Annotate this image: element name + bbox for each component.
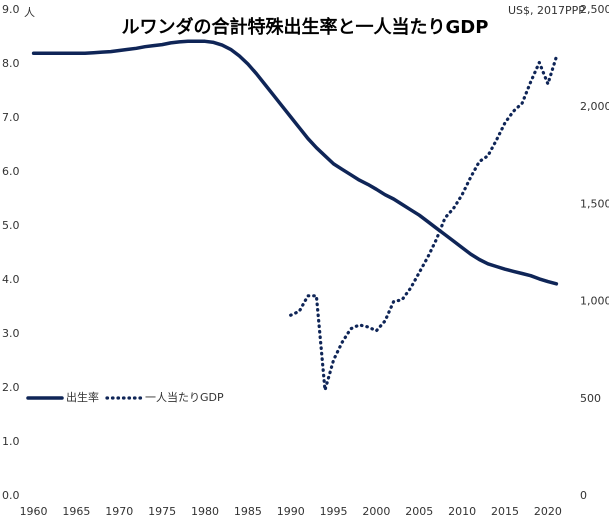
- x-tick-label: 2005: [405, 505, 433, 518]
- y2-tick-label: 2,000: [580, 100, 609, 113]
- x-tick-label: 1965: [62, 505, 90, 518]
- y2-tick-label: 0: [580, 489, 587, 502]
- series-line: [31, 39, 559, 286]
- x-tick-label: 2000: [362, 505, 390, 518]
- y-unit: 人: [24, 6, 35, 19]
- series-line: [289, 55, 558, 392]
- x-tick-label: 1970: [105, 505, 133, 518]
- legend-label: 出生率: [66, 390, 99, 404]
- x-tick-label: 1960: [20, 505, 48, 518]
- y-tick-label: 1.0: [2, 435, 20, 448]
- x-tick-label: 2015: [491, 505, 519, 518]
- chart-title: ルワンダの合計特殊出生率と一人当たりGDP: [122, 16, 489, 38]
- y-tick-label: 9.0: [2, 3, 20, 16]
- y2-tick-label: 1,000: [580, 295, 609, 308]
- y2-tick-label: 1,500: [580, 197, 609, 210]
- x-tick-label: 1975: [148, 505, 176, 518]
- x-tick-label: 1990: [277, 505, 305, 518]
- x-tick-label: 1985: [234, 505, 262, 518]
- legend-label: 一人当たりGDP: [145, 390, 224, 404]
- y-tick-label: 0.0: [2, 489, 20, 502]
- y2-tick-label: 500: [580, 392, 601, 405]
- y-tick-label: 6.0: [2, 165, 20, 178]
- y2-tick-label: 2,500: [580, 3, 609, 16]
- x-tick-label: 1980: [191, 505, 219, 518]
- x-tick-label: 1995: [320, 505, 348, 518]
- x-tick-label: 2010: [448, 505, 476, 518]
- y2-unit: US$, 2017PPP: [508, 4, 585, 17]
- y-tick-label: 4.0: [2, 273, 20, 286]
- y-tick-label: 7.0: [2, 111, 20, 124]
- y-tick-label: 8.0: [2, 57, 20, 70]
- y-tick-label: 2.0: [2, 381, 20, 394]
- y-tick-label: 5.0: [2, 219, 20, 232]
- y-tick-label: 3.0: [2, 327, 20, 340]
- x-tick-label: 2020: [534, 505, 562, 518]
